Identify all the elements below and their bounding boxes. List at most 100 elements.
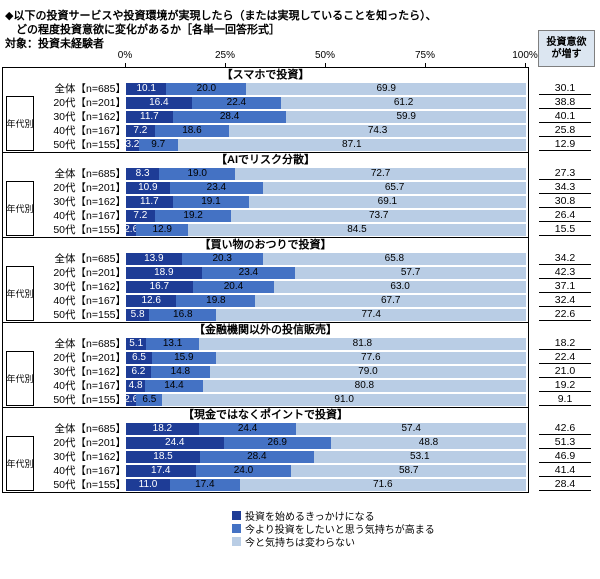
bar-segment: 9.7 <box>138 139 178 151</box>
bar-value-label: 77.4 <box>361 309 381 320</box>
total-value: 21.0 <box>539 365 591 378</box>
row-label: 30代【n=162】 <box>53 281 126 293</box>
bar-value-label: 13.1 <box>162 338 183 349</box>
bar-value-label: 8.3 <box>135 168 150 179</box>
axis-tick-label: 0% <box>117 50 133 61</box>
chart-row: 20代【n=201】 6.5 15.9 77.6 22.4 <box>3 351 591 365</box>
bar-value-label: 26.9 <box>267 437 287 448</box>
bar-segment: 20.4 <box>192 281 275 293</box>
bar-value-label: 67.7 <box>380 295 401 306</box>
bar-segment: 71.6 <box>239 479 526 491</box>
chart-row: 全体【n=685】 13.9 20.3 65.8 34.2 <box>3 252 591 266</box>
bar-value-label: 53.1 <box>410 451 430 462</box>
bar-value-label: 73.7 <box>369 210 389 221</box>
row-label: 50代【n=155】 <box>53 394 126 406</box>
bar-value-label: 16.4 <box>149 97 169 108</box>
stacked-bar: 12.6 19.8 67.7 <box>126 295 526 307</box>
bar-segment: 57.4 <box>296 423 526 435</box>
axis-tick-label: 75% <box>414 50 436 61</box>
chart-section: 【金融機関以外の投信販売】 年代別 全体【n=685】 5.1 13.1 81.8 18.2… <box>2 322 591 407</box>
bar-segment: 80.8 <box>202 380 526 392</box>
bar-segment: 65.8 <box>262 253 526 265</box>
bar-segment: 67.7 <box>255 295 526 307</box>
bar-segment: 10.1 <box>126 83 167 95</box>
bar-segment: 28.4 <box>200 451 314 463</box>
bar-value-label: 65.8 <box>384 253 405 264</box>
bar-segment: 20.3 <box>181 253 263 265</box>
stacked-bar: 16.7 20.4 63.0 <box>126 281 526 293</box>
target-note: 対象：投資未経験者 <box>5 38 104 50</box>
section-title: 【金融機関以外の投信販売】 <box>194 324 337 336</box>
bar-value-label: 6.5 <box>142 394 157 405</box>
chart-section: 【スマホで投資】 年代別 全体【n=685】 10.1 20.0 69.9 30.1 20代【… <box>2 67 591 152</box>
chart-area: 【スマホで投資】 年代別 全体【n=685】 10.1 20.0 69.9 30.1 20代【… <box>2 67 591 493</box>
bar-segment: 17.4 <box>170 479 240 491</box>
stacked-bar: 2.6 6.5 91.0 <box>124 394 526 406</box>
row-label: 50代【n=155】 <box>53 224 126 236</box>
bar-segment: 24.4 <box>126 437 224 449</box>
bar-segment: 12.6 <box>126 295 177 307</box>
row-label: 40代【n=167】 <box>53 380 126 392</box>
total-value: 46.9 <box>539 450 591 463</box>
bar-segment: 16.7 <box>126 281 193 293</box>
chart-row: 全体【n=685】 18.2 24.4 57.4 42.6 <box>3 422 591 436</box>
stacked-bar: 3.2 9.7 87.1 <box>125 139 526 151</box>
row-label: 40代【n=167】 <box>53 210 126 222</box>
total-value: 15.5 <box>539 223 591 236</box>
stacked-bar: 16.4 22.4 61.2 <box>126 97 526 109</box>
stacked-bar: 7.2 18.6 74.3 <box>126 125 526 137</box>
bar-value-label: 71.6 <box>373 479 393 490</box>
bar-segment: 18.2 <box>126 423 199 435</box>
chart-row: 20代【n=201】 10.9 23.4 65.7 34.3 <box>3 181 591 195</box>
legend-swatch <box>232 536 241 546</box>
bar-segment: 91.0 <box>162 394 526 406</box>
row-label: 20代【n=201】 <box>53 97 126 109</box>
stacked-bar: 8.3 19.0 72.7 <box>126 168 526 180</box>
bar-value-label: 72.7 <box>370 168 391 179</box>
bar-segment: 11.7 <box>126 196 173 208</box>
bar-value-label: 19.0 <box>187 168 207 179</box>
bar-value-label: 12.6 <box>141 295 161 306</box>
stacked-bar: 5.8 16.8 77.4 <box>126 309 526 321</box>
bar-segment: 7.2 <box>126 125 155 137</box>
bar-segment: 5.8 <box>126 309 150 321</box>
bar-value-label: 2.6 <box>124 394 139 405</box>
total-column-header: 投資意欲 が増す <box>538 30 595 67</box>
bar-value-label: 18.2 <box>152 423 173 434</box>
axis-tick-mark <box>324 63 326 67</box>
axis-tick-label: 50% <box>314 50 336 61</box>
stacked-bar: 18.5 28.4 53.1 <box>126 451 526 463</box>
bar-segment: 53.1 <box>313 451 526 463</box>
bar-segment: 2.6 <box>124 224 138 236</box>
stacked-bar: 5.1 13.1 81.8 <box>126 338 526 350</box>
bar-value-label: 5.8 <box>130 309 145 320</box>
bar-value-label: 16.7 <box>149 281 170 292</box>
legend-item: 今と気持ちは変わらない <box>232 535 435 549</box>
x-axis: 0% 25% 50% 75% 100% <box>118 50 538 67</box>
row-label: 全体【n=685】 <box>54 83 127 95</box>
bar-value-label: 79.0 <box>358 366 378 377</box>
chart-row: 30代【n=162】 16.7 20.4 63.0 37.1 <box>3 280 591 294</box>
bar-value-label: 7.2 <box>133 125 148 136</box>
bar-segment: 19.0 <box>159 168 236 180</box>
chart-row: 全体【n=685】 5.1 13.1 81.8 18.2 <box>3 337 591 351</box>
age-group-label: 年代別 <box>6 181 34 236</box>
bar-segment: 18.9 <box>126 267 202 279</box>
bar-segment: 61.2 <box>281 97 526 109</box>
stacked-bar: 11.7 19.1 69.1 <box>126 196 526 208</box>
row-label: 全体【n=685】 <box>54 253 127 265</box>
bar-value-label: 48.8 <box>418 437 439 448</box>
total-value: 18.2 <box>539 337 591 350</box>
chart-row: 20代【n=201】 24.4 26.9 48.8 51.3 <box>3 436 591 450</box>
section-title: 【現金ではなくポイントで投資】 <box>183 409 348 421</box>
bar-value-label: 7.2 <box>133 210 148 221</box>
axis-tick-label: 25% <box>214 50 236 61</box>
bar-value-label: 10.1 <box>136 83 156 94</box>
legend-item: 今より投資をしたいと思う気持ちが高まる <box>232 522 435 536</box>
row-label: 全体【n=685】 <box>54 168 127 180</box>
row-label: 30代【n=162】 <box>53 366 126 378</box>
stacked-bar: 24.4 26.9 48.8 <box>126 437 526 449</box>
total-value: 19.2 <box>539 379 591 392</box>
chart-section: 【AIでリスク分散】 年代別 全体【n=685】 8.3 19.0 72.7 27.3 20代… <box>2 152 591 237</box>
